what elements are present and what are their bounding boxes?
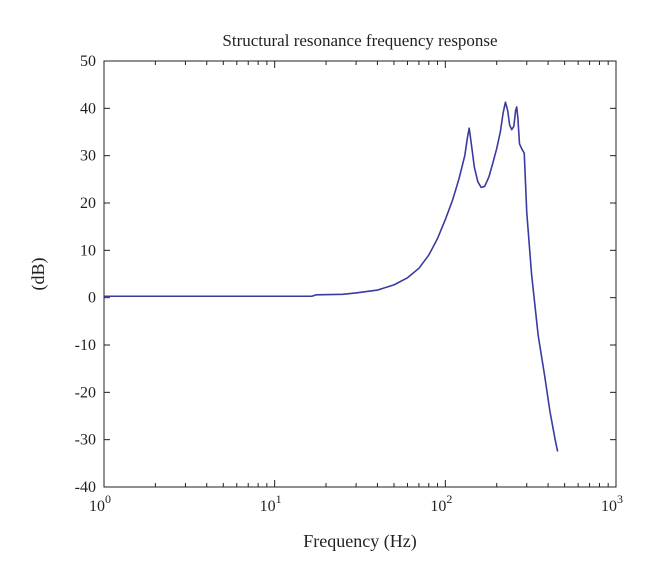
y-tick-label: -30 <box>75 432 96 449</box>
y-tick-label: -40 <box>75 479 96 496</box>
x-tick-label: 103 <box>601 492 623 515</box>
y-tick-label: 20 <box>80 195 96 212</box>
y-tick-label: -10 <box>75 337 96 354</box>
y-tick-label: 50 <box>80 53 96 70</box>
y-tick-label: -20 <box>75 384 96 401</box>
chart-title: Structural resonance frequency response <box>222 31 497 50</box>
x-tick-label: 100 <box>89 492 111 515</box>
y-tick-label: 30 <box>80 148 96 165</box>
y-tick-label: 0 <box>88 290 96 307</box>
plot-frame <box>103 60 617 488</box>
tick-labels: -40 -30 -20 -10 0 10 20 30 40 50 100 101 102 103 <box>75 53 623 515</box>
y-tick-label: 40 <box>80 100 96 117</box>
y-tick-label: 10 <box>80 242 96 259</box>
tick-marks <box>103 60 617 488</box>
x-tick-label: 101 <box>260 492 282 515</box>
x-tick-label: 102 <box>430 492 452 515</box>
series-line <box>104 101 559 452</box>
x-axis-label: Frequency (Hz) <box>303 531 416 552</box>
y-axis-label: (dB) <box>28 258 49 291</box>
